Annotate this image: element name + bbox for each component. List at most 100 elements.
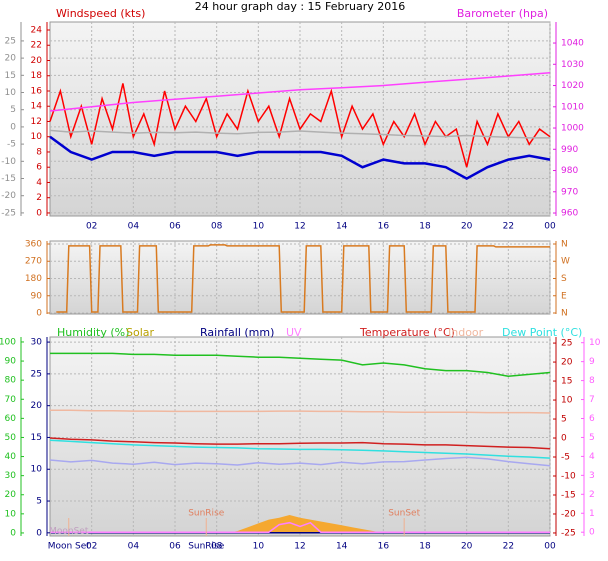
annotation: MoonSet bbox=[49, 527, 89, 537]
y-tick-label: 30 bbox=[5, 471, 17, 481]
y-tick-label: 180 bbox=[25, 274, 42, 284]
x-tick-label: 08 bbox=[211, 222, 223, 232]
x-tick-label: 12 bbox=[294, 222, 305, 232]
y-tick-label: 15 bbox=[31, 433, 42, 443]
y-tick-label: 5 bbox=[561, 415, 567, 425]
x-tick-label: 14 bbox=[336, 222, 348, 232]
y-tick-label: 10 bbox=[589, 338, 601, 348]
line bbox=[49, 437, 551, 450]
y-tick-label: S bbox=[561, 274, 567, 284]
y-tick-label: 4 bbox=[589, 452, 595, 462]
y-tick-label: 20 bbox=[5, 54, 17, 64]
x-tick-label: 06 bbox=[169, 222, 181, 232]
y-tick-label: 20 bbox=[561, 358, 573, 368]
line bbox=[49, 129, 550, 139]
y-tick-label: 70 bbox=[5, 395, 17, 405]
y-tick-label: 12 bbox=[31, 117, 42, 127]
y-tick-label: 2 bbox=[36, 193, 42, 203]
y-tick-label: 6 bbox=[36, 163, 42, 173]
x-tick-label: 02 bbox=[86, 222, 97, 232]
y-tick-label: 20 bbox=[5, 490, 17, 500]
y-tick-label: 20 bbox=[31, 56, 43, 66]
line bbox=[50, 409, 551, 414]
line bbox=[49, 135, 551, 181]
y-tick-label: 8 bbox=[589, 376, 595, 386]
line bbox=[49, 72, 551, 112]
x-tick-label: 00 bbox=[544, 222, 556, 232]
annotation: SunSet bbox=[388, 509, 420, 519]
y-tick-label: 990 bbox=[561, 145, 578, 155]
line bbox=[56, 244, 550, 313]
y-tick-label: 1000 bbox=[561, 124, 584, 134]
x-tick-label: 18 bbox=[419, 222, 431, 232]
x-tick-label: 04 bbox=[128, 542, 140, 552]
y-tick-label: 0 bbox=[36, 208, 42, 218]
y-tick-label: N bbox=[561, 239, 568, 249]
x-tick-label: 16 bbox=[378, 222, 390, 232]
x-tick-label: 20 bbox=[461, 222, 473, 232]
y-tick-label: 25 bbox=[31, 369, 42, 379]
legend-entry: Solar bbox=[126, 326, 155, 339]
y-tick-label: 90 bbox=[31, 291, 43, 301]
x-tick-label: 08 bbox=[211, 542, 223, 552]
x-tick-label: 02 bbox=[86, 542, 97, 552]
bottom-label: Moon Set bbox=[48, 542, 91, 552]
y-tick-label: 80 bbox=[5, 376, 17, 386]
x-tick-label: 20 bbox=[461, 542, 473, 552]
annotation: SunRise bbox=[188, 509, 225, 519]
x-tick-label: 18 bbox=[419, 542, 431, 552]
title: 24 hour graph day : 15 February 2016 bbox=[195, 0, 406, 13]
y-tick-label: 5 bbox=[589, 433, 595, 443]
y-tick-label: 9 bbox=[589, 357, 595, 367]
line bbox=[49, 83, 551, 168]
line bbox=[49, 456, 551, 467]
y-tick-label: 40 bbox=[5, 452, 17, 462]
y-tick-label: 60 bbox=[5, 414, 17, 424]
y-tick-label: 0 bbox=[10, 528, 16, 538]
bottom-label: SunRise bbox=[188, 542, 225, 552]
y-tick-label: 4 bbox=[36, 178, 42, 188]
legend-entry: Temperature (°C) bbox=[359, 326, 455, 339]
y-tick-label: 0 bbox=[36, 309, 42, 319]
y-tick-label: 2 bbox=[589, 490, 595, 500]
y-tick-label: 1020 bbox=[561, 81, 584, 91]
legend-entry: Indoor bbox=[448, 326, 484, 339]
y-tick-label: 7 bbox=[589, 395, 595, 405]
line bbox=[49, 439, 551, 459]
legend-entry: Humidity (%) bbox=[57, 326, 129, 339]
y-tick-label: 8 bbox=[36, 147, 42, 157]
y-tick-label: 100 bbox=[0, 337, 16, 347]
y-tick-label: 960 bbox=[561, 209, 578, 219]
y-tick-label: 970 bbox=[561, 187, 578, 197]
x-tick-label: 00 bbox=[544, 542, 556, 552]
x-tick-label: 04 bbox=[128, 222, 140, 232]
y-tick-label: 6 bbox=[589, 414, 595, 424]
y-tick-label: -5 bbox=[7, 140, 16, 150]
x-tick-label: 22 bbox=[503, 222, 514, 232]
y-tick-label: -15 bbox=[1, 174, 16, 184]
y-tick-label: 10 bbox=[5, 509, 17, 519]
y-tick-label: E bbox=[561, 291, 567, 301]
y-tick-label: 25 bbox=[5, 36, 16, 46]
y2-axis-label: Barometer (hpa) bbox=[457, 7, 548, 20]
x-tick-label: 22 bbox=[503, 542, 514, 552]
x-tick-label: 12 bbox=[294, 542, 305, 552]
y-tick-label: 270 bbox=[25, 257, 42, 267]
y-tick-label: 16 bbox=[31, 86, 43, 96]
y-axis-label: Windspeed (kts) bbox=[56, 7, 145, 20]
legend-entry: UV bbox=[286, 326, 302, 339]
y-tick-label: 14 bbox=[31, 102, 43, 112]
y-tick-label: 3 bbox=[589, 471, 595, 481]
y-tick-label: 0 bbox=[10, 122, 16, 132]
x-tick-label: 10 bbox=[253, 542, 265, 552]
y-tick-label: 18 bbox=[31, 71, 43, 81]
y-tick-label: 1040 bbox=[561, 39, 584, 49]
y-tick-label: 15 bbox=[561, 377, 572, 387]
y-tick-label: -25 bbox=[1, 208, 16, 218]
y-tick-label: -10 bbox=[1, 157, 16, 167]
y-tick-label: 0 bbox=[36, 528, 42, 538]
y-tick-label: 1010 bbox=[561, 102, 584, 112]
line bbox=[50, 521, 550, 533]
y-tick-label: -10 bbox=[561, 471, 576, 481]
